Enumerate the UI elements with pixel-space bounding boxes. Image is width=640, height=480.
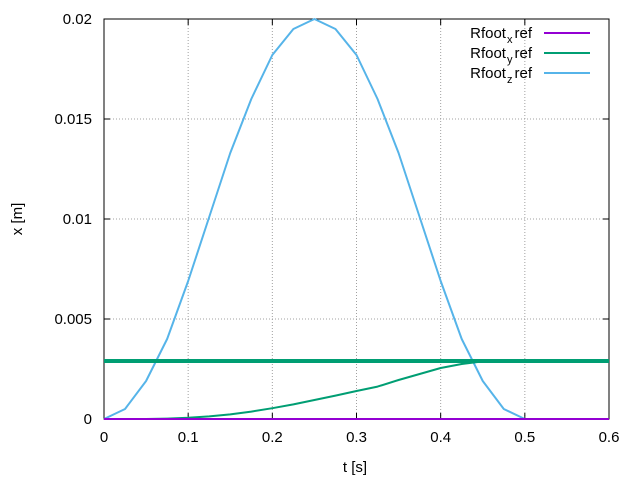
y-tick-label: 0.02 — [63, 11, 92, 28]
series-lines — [103, 18, 609, 420]
x-tick-label: 0.3 — [346, 429, 367, 446]
y-axis-label: x [m] — [9, 203, 26, 236]
y-tick-label: 0.005 — [54, 311, 92, 328]
x-tick-label: 0.4 — [430, 429, 451, 446]
x-axis-ticks: 0 0.1 0.2 0.3 0.4 0.5 0.6 — [100, 19, 620, 446]
legend-label-y: Rfooty ref — [470, 45, 533, 66]
y-tick-label: 0 — [84, 411, 92, 428]
x-tick-label: 0.6 — [599, 429, 620, 446]
series-line-z — [103, 18, 526, 420]
x-tick-label: 0.5 — [514, 429, 535, 446]
legend-label-z: Rfootz ref — [470, 65, 533, 86]
x-tick-label: 0.2 — [262, 429, 283, 446]
grid-lines — [104, 19, 609, 419]
x-axis-label: t [s] — [343, 459, 367, 476]
x-tick-label: 0 — [100, 429, 108, 446]
y-tick-label: 0.015 — [54, 111, 92, 128]
y-tick-label: 0.01 — [63, 211, 92, 228]
x-tick-label: 0.1 — [178, 429, 199, 446]
legend-label-x: Rfootx ref — [470, 25, 533, 46]
series-line-y — [104, 360, 525, 420]
